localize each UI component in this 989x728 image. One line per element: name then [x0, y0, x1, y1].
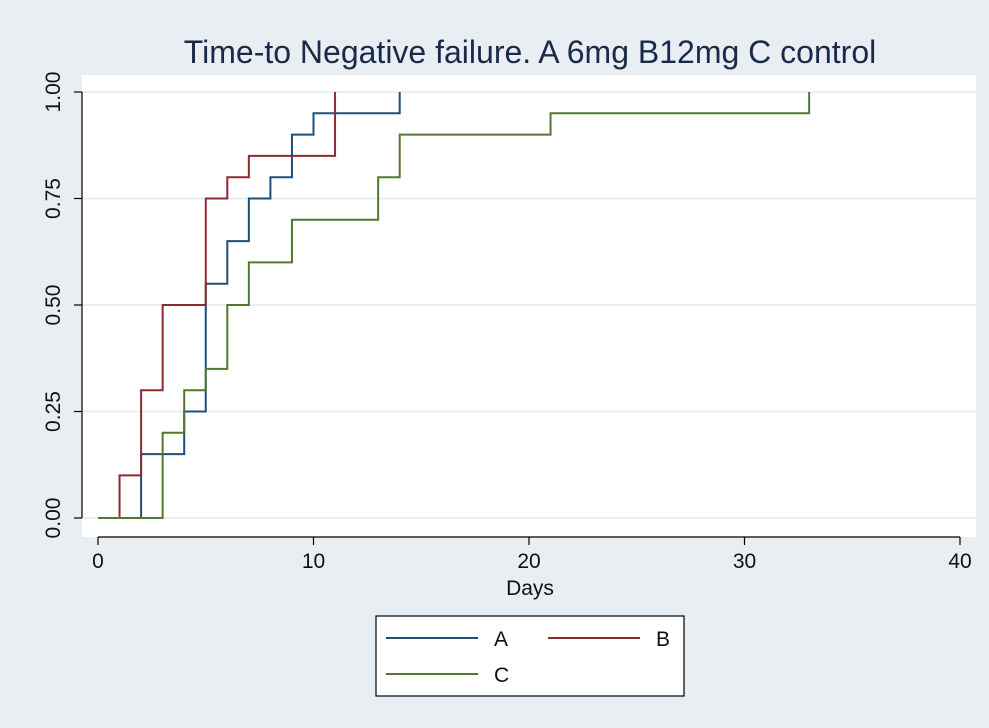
- legend-label-A: A: [494, 628, 508, 651]
- series-line-C: [98, 92, 811, 519]
- series-layer: [98, 92, 811, 519]
- chart-title: Time-to Negative failure. A 6mg B12mg C …: [184, 34, 876, 70]
- x-tick-label: 20: [517, 550, 540, 573]
- series-line-B: [98, 92, 337, 519]
- series-line-A: [98, 92, 401, 519]
- x-tick-label: 10: [302, 550, 325, 573]
- y-tick-label: 0.75: [42, 178, 65, 219]
- y-tick-label: 0.25: [42, 391, 65, 432]
- grid-lines: [82, 91, 976, 519]
- legend-box: [375, 615, 685, 697]
- y-tick-label: 1.00: [42, 72, 65, 113]
- x-tick-label: 0: [92, 550, 104, 573]
- y-tick-label: 0.00: [42, 498, 65, 539]
- legend-label-C: C: [494, 664, 509, 687]
- x-axis-title: Days: [506, 577, 554, 600]
- x-tick-label: 40: [948, 550, 971, 573]
- axes: 0.00 0.25 0.50 0.75 1.00 0 10 20 30 40: [42, 72, 972, 573]
- legend: A B C: [375, 615, 685, 697]
- y-tick-label: 0.50: [42, 285, 65, 326]
- x-tick-label: 30: [733, 550, 756, 573]
- legend-label-B: B: [656, 628, 670, 651]
